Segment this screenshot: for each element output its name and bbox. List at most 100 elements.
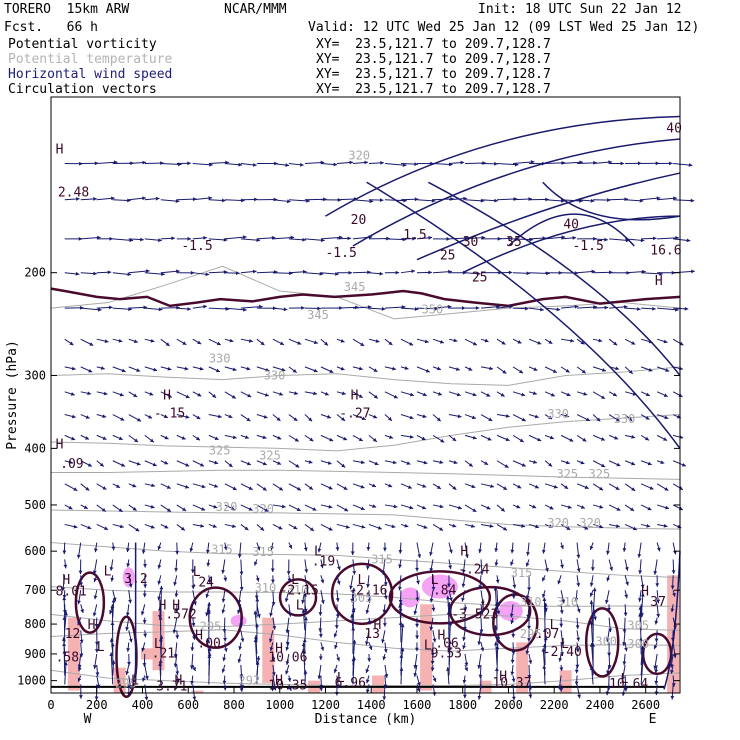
wind-speed-contour	[542, 181, 681, 221]
circulation-vector-head	[494, 562, 499, 567]
circulation-vector-head	[112, 597, 117, 602]
circulation-vector-head	[509, 304, 513, 309]
circulation-vector-head	[609, 566, 614, 571]
pv-label: 12	[65, 627, 81, 642]
circulation-vector-head	[319, 687, 324, 692]
pv-shade-blob	[230, 614, 247, 627]
circulation-vector-head	[238, 646, 243, 650]
circulation-vector-head	[365, 641, 369, 646]
circulation-vector-head	[422, 484, 427, 488]
pv-label: -1.5	[572, 239, 603, 254]
circulation-vector	[561, 161, 583, 165]
circulation-vector-head	[164, 524, 169, 529]
circulation-vector-head	[452, 437, 457, 442]
theta-label: 320	[216, 500, 238, 514]
circulation-vector-head	[382, 656, 387, 661]
circulation-vector-head	[317, 306, 321, 311]
circulation-vector-head	[414, 162, 418, 167]
circulation-vector-head	[172, 629, 177, 634]
circulation-vector-head	[101, 507, 106, 512]
x-tick-label: 600	[177, 698, 199, 712]
circulation-vector-head	[521, 392, 526, 397]
circulation-vector-head	[284, 598, 289, 603]
circulation-vector-head	[335, 272, 339, 276]
circulation-vector-head	[503, 486, 508, 490]
circulation-vector-head	[477, 641, 482, 646]
circulation-vector-head	[99, 462, 104, 467]
circulation-vector-head	[111, 196, 115, 201]
circulation-vector-head	[158, 607, 162, 611]
circulation-vector-head	[77, 667, 82, 672]
circulation-vector-head	[62, 642, 67, 646]
circulation-vector-head	[447, 640, 452, 644]
circulation-vector-head	[373, 394, 378, 399]
circulation-vector-head	[337, 566, 341, 571]
circulation-vector-head	[175, 199, 180, 204]
theta-label: 350	[422, 303, 444, 317]
circulation-vector-head	[365, 689, 370, 694]
x-tick-label: 1400	[357, 698, 386, 712]
circulation-vector-head	[576, 568, 581, 573]
circulation-vector-head	[647, 461, 652, 466]
circulation-vector-head	[447, 602, 452, 606]
circulation-vector-head	[348, 270, 353, 275]
circulation-vector	[63, 642, 66, 676]
pv-label: -2.15	[280, 584, 319, 599]
circulation-vector-head	[545, 567, 549, 572]
circulation-vector-head	[550, 392, 555, 397]
circulation-vector-head	[398, 603, 402, 608]
circulation-vector-head	[108, 305, 113, 310]
circulation-vector-head	[167, 394, 172, 398]
circulation-vector-head	[244, 435, 249, 439]
circulation-vector-head	[320, 646, 325, 651]
circulation-vector-head	[580, 460, 585, 465]
circulation-vector-head	[393, 394, 398, 399]
circulation-vector-head	[318, 656, 323, 661]
circulation-vector-head	[71, 436, 76, 441]
circulation-vector-head	[158, 662, 162, 667]
circulation-vector-head	[598, 338, 603, 343]
circulation-vector-head	[142, 160, 147, 165]
circulation-vector-head	[77, 677, 82, 682]
circulation-vector-head	[327, 461, 332, 465]
circulation-vector	[352, 656, 355, 685]
circulation-vector-head	[293, 525, 298, 530]
circulation-vector-head	[589, 600, 594, 604]
circulation-vector-head	[201, 507, 206, 511]
circulation-vector-head	[271, 657, 276, 662]
circulation-vector-head	[185, 484, 190, 489]
circulation-vector-head	[175, 671, 180, 675]
circulation-vector-head	[534, 414, 539, 419]
circulation-vector-head	[489, 524, 494, 528]
circulation-vector-head	[533, 460, 537, 464]
circulation-vector-head	[232, 486, 237, 490]
circulation-vector-head	[373, 368, 378, 372]
circulation-vector-head	[620, 161, 625, 166]
circulation-vector-head	[116, 484, 121, 488]
circulation-vector-head	[488, 417, 493, 421]
circulation-vector-head	[206, 608, 211, 612]
circulation-vector-head	[153, 367, 158, 372]
circulation-vector-head	[541, 161, 546, 166]
circulation-vector-head	[192, 666, 196, 671]
circulation-vector-head	[351, 608, 356, 613]
circulation-vector-head	[429, 598, 434, 603]
circulation-vector-head	[477, 664, 482, 669]
circulation-vector-head	[591, 611, 596, 616]
high-low-marker: L	[296, 598, 304, 613]
circulation-vector-head	[424, 339, 429, 344]
circulation-vector-head	[472, 435, 477, 440]
high-low-marker: H	[175, 673, 183, 688]
theta-contour	[50, 542, 681, 579]
circulation-vector-head	[185, 463, 190, 467]
x-tick-label: 2600	[631, 698, 660, 712]
circulation-vector-head	[293, 417, 298, 421]
circulation-vector-head	[382, 623, 387, 627]
circulation-vector-head	[199, 366, 204, 371]
circulation-vector-head	[360, 342, 365, 346]
circulation-vector-head	[527, 638, 531, 642]
high-low-marker: L	[424, 639, 432, 654]
circulation-vector-head	[624, 197, 629, 202]
circulation-vector-head	[549, 505, 554, 510]
theta-label: 330	[547, 407, 569, 421]
